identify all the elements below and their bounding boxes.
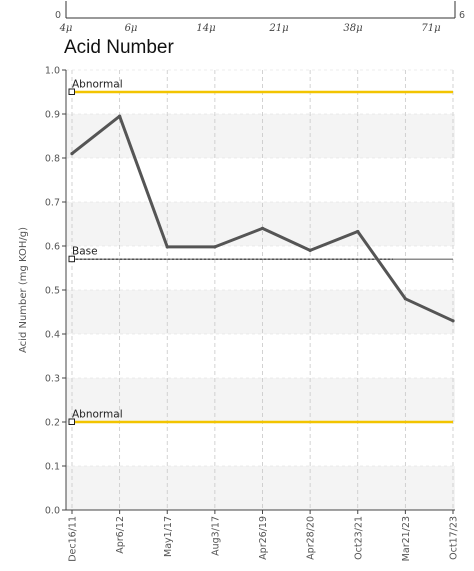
reference-line-label: Abnormal	[72, 79, 123, 91]
plot-band	[66, 334, 455, 378]
top-scale-tick-label: 21μ	[268, 23, 288, 34]
top-scale-tick-label: 38μ	[343, 23, 362, 34]
reference-line-marker	[68, 418, 75, 425]
x-tick-label: Mar21/23	[401, 516, 412, 561]
plot-band	[66, 422, 455, 466]
reference-line-base: Base	[68, 246, 453, 263]
reference-line-abnormal: Abnormal	[68, 409, 453, 425]
data-point	[118, 114, 122, 118]
x-tick-label: Oct17/23	[449, 516, 460, 560]
x-tick-label: Dec16/11	[68, 516, 79, 562]
top-scale-tick-label: 14μ	[196, 23, 215, 34]
y-tick-label: 0.3	[45, 374, 60, 385]
y-tick-label: 0.5	[45, 286, 60, 297]
plot-band	[66, 158, 455, 202]
plot-band	[66, 290, 455, 334]
plot-background-bands	[66, 70, 455, 510]
reference-line-label: Abnormal	[72, 409, 123, 421]
data-point	[403, 297, 407, 301]
x-tick-label: Apr6/12	[115, 516, 126, 554]
top-scale-tick-label: 4μ	[59, 23, 73, 34]
data-point	[308, 248, 312, 252]
data-point	[165, 245, 169, 249]
y-tick-label: 0.4	[45, 330, 60, 341]
plot-band	[66, 114, 455, 158]
x-tick-label: Apr28/20	[306, 516, 317, 560]
plot-band	[66, 202, 455, 246]
y-tick-label: 0.9	[45, 110, 60, 121]
top-scale-right-end: 6	[459, 10, 465, 21]
plot-band	[66, 466, 455, 510]
reference-line-marker	[68, 255, 75, 263]
y-tick-label: 0.2	[45, 418, 60, 429]
chart-title: Acid Number	[64, 37, 174, 58]
data-point	[260, 226, 265, 230]
reference-line-marker	[68, 88, 75, 95]
plot-band	[66, 246, 455, 290]
x-tick-label: Oct23/21	[353, 516, 364, 560]
x-tick-label: May1/17	[163, 516, 174, 557]
y-tick-label: 0.1	[45, 462, 60, 473]
reference-line-abnormal: Abnormal	[68, 79, 453, 95]
data-point	[356, 229, 360, 234]
y-tick-label: 0.8	[45, 154, 60, 165]
y-tick-label: 1.0	[45, 66, 60, 77]
top-scale-tick-label: 71μ	[421, 23, 440, 34]
data-point	[70, 152, 74, 156]
top-scale-left-end: 0	[55, 10, 61, 21]
y-tick-label: 0.0	[45, 506, 60, 517]
y-tick-label: 0.7	[45, 198, 60, 209]
x-tick-label: Apr26/19	[258, 516, 269, 560]
y-tick-label: 0.6	[45, 242, 60, 253]
top-scale-tick-label: 6μ	[125, 23, 138, 34]
plot-band	[66, 378, 455, 422]
x-tick-label: Aug3/17	[210, 516, 221, 556]
y-axis-label: Acid Number (mg KOH/g)	[18, 227, 29, 353]
reference-line-label: Base	[72, 246, 98, 258]
data-point	[213, 245, 217, 249]
data-point	[451, 319, 455, 323]
